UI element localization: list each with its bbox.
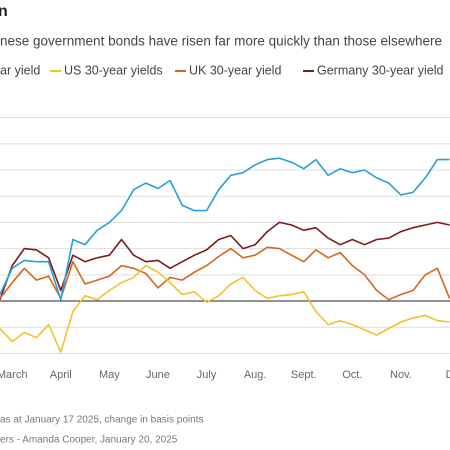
chart-title: n [0,3,8,20]
legend-label: UK 30-year yield [189,63,281,77]
series-line [0,157,450,301]
x-tick-label: Nov. [390,369,412,381]
x-tick-label: Sept. [291,369,317,381]
x-tick-label: Oct. [342,369,362,381]
x-tick-label: Aug. [244,369,267,381]
series-line [0,264,450,353]
chart-source: ers - Amanda Cooper, January 20, 2025 [0,435,178,446]
x-tick-label: June [146,369,170,381]
chart-subtitle: nese government bonds have risen far mor… [0,34,442,49]
legend-label: US 30-year yields [64,63,163,77]
legend-label: ar yield [0,63,40,77]
x-tick-label: July [197,369,217,381]
x-tick-label: May [99,369,120,381]
legend-label: Germany 30-year yield [317,63,443,77]
x-tick-label: D [446,369,450,381]
x-tick-label: March [0,369,27,381]
series-line [0,221,450,300]
chart-note: as at January 17 2025, change in basis p… [0,415,203,426]
series-line [0,246,450,301]
x-tick-label: April [50,369,72,381]
